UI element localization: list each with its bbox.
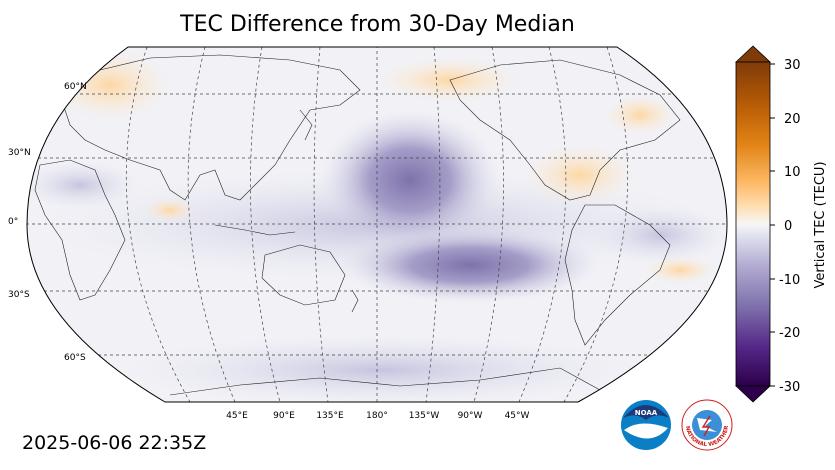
colorbar-label: Vertical TEC (TECU) xyxy=(813,161,828,288)
colorbar-extend-bottom xyxy=(734,385,772,403)
anomaly-high-south-america xyxy=(645,256,715,284)
coastline-new-zealand xyxy=(351,289,359,313)
gridline-lon-135e xyxy=(313,47,329,402)
lat-label-0: 0° xyxy=(8,217,18,227)
lon-label-45e: 45°E xyxy=(226,411,248,421)
coastline-japan xyxy=(299,109,313,141)
anomaly-low-north-pacific xyxy=(320,110,500,250)
anomaly-low-africa xyxy=(27,160,140,210)
coastline-north-america xyxy=(449,59,681,201)
anomaly-high-indian-ocean xyxy=(145,198,195,222)
coastline-indonesia xyxy=(214,224,296,236)
lat-label-60s: 60°S xyxy=(64,353,86,363)
lon-label-45w: 45°W xyxy=(505,411,530,421)
lat-label-60n: 60°N xyxy=(64,82,87,92)
lon-label-135e: 135°E xyxy=(316,411,344,421)
noaa-logo-text: NOAA xyxy=(635,409,658,417)
anomaly-low-southern-ocean xyxy=(120,335,640,402)
anomaly-low-south-pacific xyxy=(340,227,600,303)
gridline-lon-135w xyxy=(425,47,441,402)
anomaly-high-north-atlantic xyxy=(605,95,675,135)
colorbar-extend-top xyxy=(734,45,772,63)
globe-outline xyxy=(26,46,728,403)
coastline-eurasia xyxy=(59,54,361,201)
lat-label-30n: 30°N xyxy=(8,148,31,158)
colorbar-tick-10: 10 xyxy=(784,165,801,180)
colorbar-body xyxy=(735,61,771,387)
anomaly-high-mexico xyxy=(525,145,635,205)
gridline-lon-45e xyxy=(187,47,236,402)
coastline-south-america xyxy=(564,204,671,346)
noaa-logo: NOAA xyxy=(621,400,671,450)
gridline-lon-0-east xyxy=(563,47,629,402)
colorbar-tick-0: 0 xyxy=(784,219,792,234)
coastline-australia xyxy=(261,244,346,306)
colorbar-tick-neg30: -30 xyxy=(779,380,800,395)
lon-label-90e: 90°E xyxy=(273,411,295,421)
colorbar-tick-30: 30 xyxy=(784,58,801,73)
coastline-africa xyxy=(34,159,126,301)
lon-label-180: 180° xyxy=(366,411,388,421)
chart-title: TEC Difference from 30-Day Median xyxy=(180,12,575,37)
colorbar: 30 20 10 0 -10 -20 -30 Vertical TEC (TEC… xyxy=(734,45,828,403)
coastlines xyxy=(34,51,713,396)
gridline-lon-45w xyxy=(518,47,567,402)
map-globe xyxy=(27,47,727,402)
lat-label-30s: 30°S xyxy=(8,290,30,300)
timestamp: 2025-06-06 22:35Z xyxy=(22,432,207,454)
gridlines xyxy=(27,47,727,402)
gridline-lon-0 xyxy=(125,47,191,402)
lon-label-135w: 135°W xyxy=(409,411,440,421)
coastline-antarctica xyxy=(169,367,601,396)
lon-label-90w: 90°W xyxy=(458,411,483,421)
colorbar-tick-20: 20 xyxy=(784,112,801,127)
colorbar-tick-neg10: -10 xyxy=(779,273,800,288)
colorbar-tick-neg20: -20 xyxy=(779,326,800,341)
